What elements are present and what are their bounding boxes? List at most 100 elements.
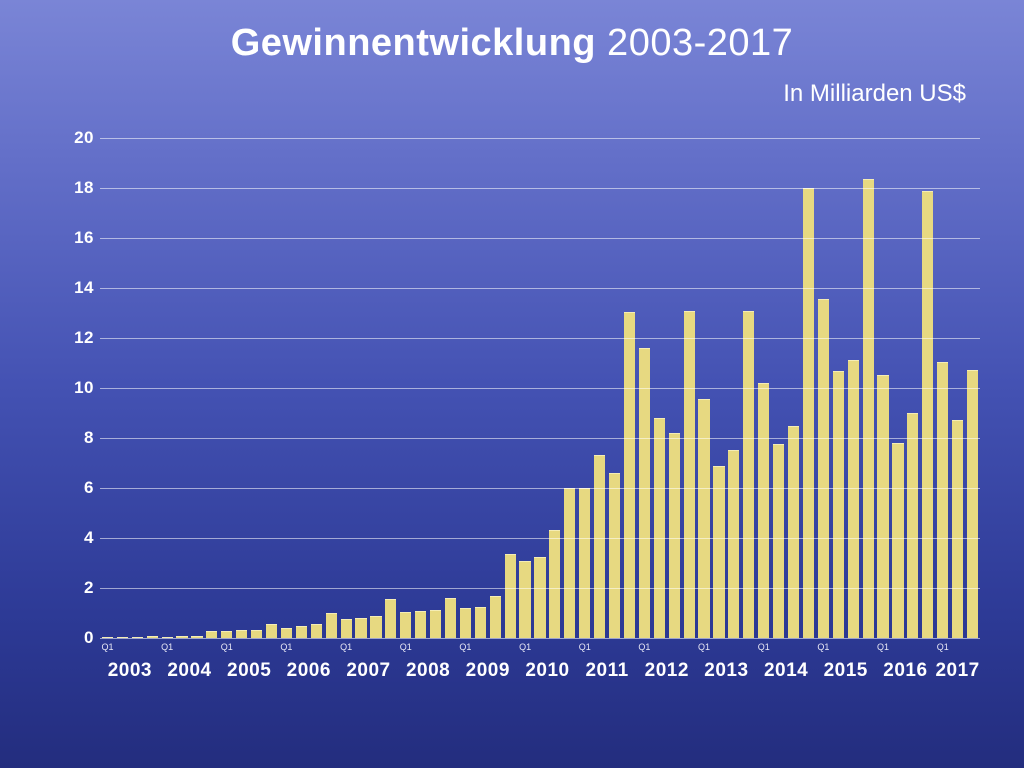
q1-label: Q1 (400, 642, 412, 652)
q1-label: Q1 (758, 642, 770, 652)
y-tick-label: 12 (60, 328, 94, 348)
y-tick-label: 2 (60, 578, 94, 598)
grid-line (100, 188, 980, 189)
bar (460, 608, 471, 638)
grid-line (100, 488, 980, 489)
year-label: 2003 (108, 660, 152, 682)
y-tick-label: 0 (60, 628, 94, 648)
y-tick-label: 4 (60, 528, 94, 548)
bar (773, 444, 784, 638)
bar (594, 455, 605, 638)
y-tick-label: 14 (60, 278, 94, 298)
bar (922, 191, 933, 638)
year-label: 2009 (466, 660, 510, 682)
bar (564, 488, 575, 638)
bar (967, 370, 978, 638)
bar (400, 612, 411, 638)
bar (415, 611, 426, 638)
y-tick-label: 20 (60, 128, 94, 148)
year-label: 2014 (764, 660, 808, 682)
y-tick-label: 6 (60, 478, 94, 498)
q1-label: Q1 (698, 642, 710, 652)
y-tick-label: 10 (60, 378, 94, 398)
bar (907, 413, 918, 638)
bar (296, 626, 307, 638)
year-label: 2010 (525, 660, 569, 682)
year-label: 2011 (585, 660, 628, 682)
bar (803, 188, 814, 639)
q1-label: Q1 (459, 642, 471, 652)
grid-line (100, 538, 980, 539)
year-label: 2012 (645, 660, 689, 682)
bar (221, 631, 232, 639)
bar (206, 631, 217, 639)
year-label: 2017 (935, 660, 979, 682)
bar (445, 598, 456, 638)
bar (475, 607, 486, 638)
bar (713, 466, 724, 639)
year-label: 2016 (883, 660, 927, 682)
bar (326, 613, 337, 638)
year-label: 2013 (704, 660, 748, 682)
q1-label: Q1 (161, 642, 173, 652)
year-label: 2007 (346, 660, 390, 682)
grid-line (100, 138, 980, 139)
bar (698, 399, 709, 638)
q1-label: Q1 (340, 642, 352, 652)
bar-chart: 02468101214161820 Q1Q1Q1Q1Q1Q1Q1Q1Q1Q1Q1… (58, 130, 988, 730)
grid-line (100, 238, 980, 239)
y-tick-label: 18 (60, 178, 94, 198)
bar (385, 599, 396, 639)
year-label: 2006 (287, 660, 331, 682)
bar (505, 554, 516, 639)
bar (639, 348, 650, 638)
bar (848, 360, 859, 638)
y-tick-label: 8 (60, 428, 94, 448)
bar (370, 616, 381, 639)
bar (669, 433, 680, 639)
bar (609, 473, 620, 639)
year-label: 2015 (824, 660, 868, 682)
quarter-axis: Q1Q1Q1Q1Q1Q1Q1Q1Q1Q1Q1Q1Q1Q1Q1 (100, 642, 980, 658)
q1-label: Q1 (101, 642, 113, 652)
year-label: 2008 (406, 660, 450, 682)
q1-label: Q1 (579, 642, 591, 652)
grid-line (100, 288, 980, 289)
y-tick-label: 16 (60, 228, 94, 248)
slide: Gewinnentwicklung 2003-2017 In Milliarde… (0, 0, 1024, 768)
plot-area: 02468101214161820 (100, 138, 980, 638)
q1-label: Q1 (519, 642, 531, 652)
bar (892, 443, 903, 638)
bar (833, 371, 844, 639)
year-axis: 2003 2004 2005 2006 2007 2008 2009 2010 2011 2012… (100, 660, 980, 684)
grid-line (100, 638, 980, 639)
bar (490, 596, 501, 638)
bar (519, 561, 530, 638)
bar (788, 426, 799, 638)
bar (952, 420, 963, 638)
q1-label: Q1 (937, 642, 949, 652)
q1-label: Q1 (280, 642, 292, 652)
bar (654, 418, 665, 639)
bar (311, 624, 322, 638)
chart-subtitle: In Milliarden US$ (783, 80, 966, 108)
bar (355, 618, 366, 639)
grid-line (100, 588, 980, 589)
title-highlight: Gewinnentwicklung (231, 22, 596, 64)
q1-label: Q1 (817, 642, 829, 652)
bar (534, 557, 545, 638)
bar (624, 312, 635, 639)
grid-line (100, 338, 980, 339)
year-label: 2004 (167, 660, 211, 682)
grid-line (100, 438, 980, 439)
bar (266, 624, 277, 638)
bar (579, 488, 590, 638)
bar (341, 619, 352, 638)
chart-title: Gewinnentwicklung 2003-2017 (0, 22, 1024, 65)
q1-label: Q1 (877, 642, 889, 652)
bar (430, 610, 441, 638)
title-period: 2003-2017 (596, 22, 793, 64)
bar (877, 375, 888, 638)
bar (863, 179, 874, 638)
year-label: 2005 (227, 660, 271, 682)
